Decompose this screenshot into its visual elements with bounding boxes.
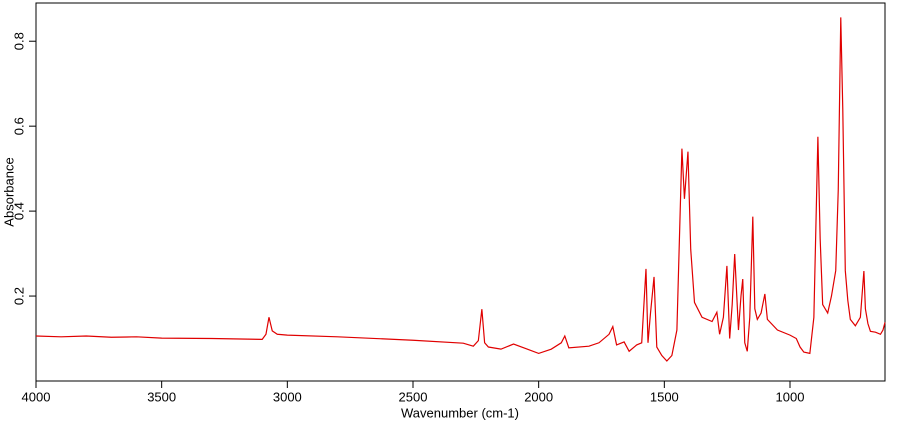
x-tick-label: 1000 xyxy=(776,389,805,404)
plot-frame xyxy=(35,2,886,382)
x-tick-label: 3500 xyxy=(147,389,176,404)
x-axis-label: Wavenumber (cm-1) xyxy=(401,405,519,420)
x-tick-label: 2000 xyxy=(524,389,553,404)
y-axis-label: Absorbance xyxy=(1,157,16,226)
x-tick-label: 4000 xyxy=(22,389,51,404)
y-tick-label: 0.2 xyxy=(11,287,26,305)
x-tick-label: 3000 xyxy=(273,389,302,404)
y-tick-label: 0.4 xyxy=(11,202,26,220)
y-tick-label: 0.6 xyxy=(11,117,26,135)
spectrum-line xyxy=(35,17,886,362)
x-tick-label: 1500 xyxy=(650,389,679,404)
y-tick-label: 0.8 xyxy=(11,32,26,50)
x-tick-label: 2500 xyxy=(399,389,428,404)
